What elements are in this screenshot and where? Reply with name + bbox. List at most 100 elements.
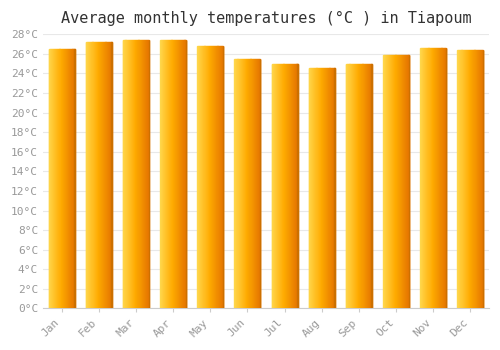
Bar (124, 40, 125, 308)
Bar (356, 64, 358, 308)
Bar (292, 64, 293, 308)
Bar (162, 40, 163, 308)
Bar (208, 46, 209, 308)
Bar (139, 40, 140, 308)
Bar (394, 55, 395, 308)
Bar (106, 42, 107, 308)
Bar (128, 40, 129, 308)
Bar (234, 59, 235, 308)
Bar (308, 68, 309, 308)
Bar (140, 40, 141, 308)
Bar (352, 64, 353, 308)
Bar (68, 49, 69, 308)
Bar (50, 49, 51, 308)
Bar (273, 64, 274, 308)
Bar (54, 49, 55, 308)
Bar (93, 42, 94, 308)
Bar (459, 50, 460, 308)
Bar (109, 42, 110, 308)
Bar (346, 64, 347, 308)
Bar (278, 64, 279, 308)
Bar (146, 40, 147, 308)
Bar (431, 48, 432, 308)
Bar (92, 42, 93, 308)
Bar (369, 64, 370, 308)
Bar (218, 46, 219, 308)
Bar (479, 50, 480, 308)
Bar (425, 48, 426, 308)
Bar (237, 59, 238, 308)
Bar (143, 40, 144, 308)
Bar (129, 40, 130, 308)
Bar (242, 59, 243, 308)
Bar (144, 40, 146, 308)
Bar (406, 55, 407, 308)
Bar (171, 40, 172, 308)
Bar (477, 50, 478, 308)
Bar (167, 40, 168, 308)
Bar (363, 64, 364, 308)
Bar (405, 55, 406, 308)
Bar (217, 46, 218, 308)
Bar (422, 48, 424, 308)
Bar (322, 68, 324, 308)
Bar (324, 68, 325, 308)
Bar (444, 48, 445, 308)
Bar (287, 64, 288, 308)
Bar (460, 50, 461, 308)
Bar (428, 48, 429, 308)
Bar (393, 55, 394, 308)
Bar (147, 40, 148, 308)
Bar (185, 40, 186, 308)
Bar (296, 64, 297, 308)
Bar (221, 46, 222, 308)
Bar (104, 42, 105, 308)
Bar (148, 40, 149, 308)
Bar (385, 55, 386, 308)
Bar (141, 40, 142, 308)
Bar (69, 49, 70, 308)
Bar (389, 55, 390, 308)
Bar (395, 55, 396, 308)
Bar (384, 55, 385, 308)
Bar (403, 55, 404, 308)
Bar (59, 49, 60, 308)
Bar (473, 50, 474, 308)
Bar (209, 46, 210, 308)
Bar (96, 42, 97, 308)
Bar (220, 46, 221, 308)
Bar (131, 40, 132, 308)
Bar (244, 59, 245, 308)
Bar (178, 40, 179, 308)
Bar (236, 59, 237, 308)
Bar (289, 64, 290, 308)
Bar (214, 46, 215, 308)
Bar (331, 68, 332, 308)
Bar (400, 55, 401, 308)
Bar (198, 46, 199, 308)
Bar (49, 49, 50, 308)
Bar (463, 50, 464, 308)
Bar (63, 49, 64, 308)
Bar (169, 40, 170, 308)
Bar (71, 49, 72, 308)
Bar (440, 48, 441, 308)
Bar (251, 59, 252, 308)
Bar (468, 50, 469, 308)
Bar (349, 64, 350, 308)
Bar (241, 59, 242, 308)
Bar (362, 64, 363, 308)
Bar (110, 42, 111, 308)
Bar (168, 40, 169, 308)
Bar (350, 64, 351, 308)
Bar (252, 59, 253, 308)
Bar (319, 68, 320, 308)
Bar (325, 68, 326, 308)
Bar (174, 40, 175, 308)
Bar (330, 68, 331, 308)
Bar (60, 49, 61, 308)
Bar (471, 50, 472, 308)
Bar (56, 49, 57, 308)
Bar (432, 48, 433, 308)
Bar (470, 50, 471, 308)
